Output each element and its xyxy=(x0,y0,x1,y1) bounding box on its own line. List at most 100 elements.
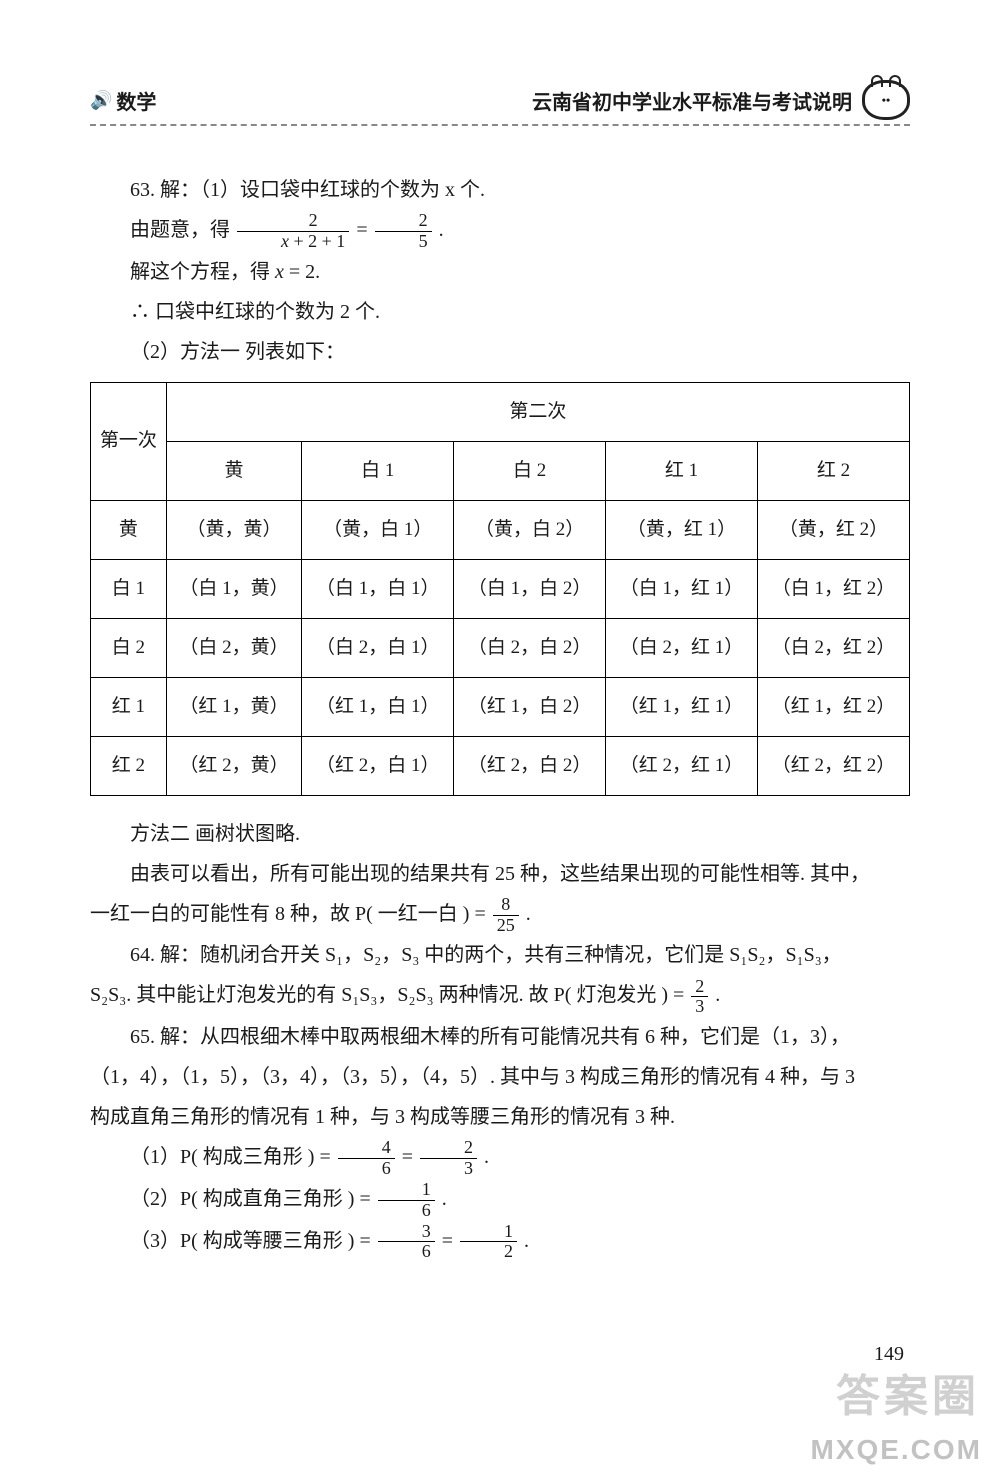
cell: （红 1，红 2） xyxy=(758,677,910,736)
fraction: 8 25 xyxy=(493,895,519,936)
cell: （黄，红 1） xyxy=(606,500,758,559)
fraction: 4 6 xyxy=(338,1138,395,1179)
cell: （白 2，白 1） xyxy=(302,618,454,677)
period: . xyxy=(439,219,444,241)
q65-line3: 构成直角三角形的情况有 1 种，与 3 构成等腰三角形的情况有 3 种. xyxy=(90,1097,910,1137)
numerator: 2 xyxy=(420,1138,477,1159)
numerator: 2 xyxy=(375,211,432,232)
q65-p3: （3）P( 构成等腰三角形 ) = 3 6 = 1 2 . xyxy=(90,1221,910,1263)
col-h: 黄 xyxy=(166,441,302,500)
row-h: 红 2 xyxy=(91,736,167,795)
denominator: 2 xyxy=(460,1242,517,1262)
q63-line5: （2）方法一 列表如下： xyxy=(90,332,910,372)
period: . xyxy=(715,984,720,1006)
q63-line1: 63. 解：（1）设口袋中红球的个数为 x 个. xyxy=(90,170,910,210)
q64-line2-prefix: S₂S₃. 其中能让灯泡发光的有 S₁S₃，S₂S₃ 两种情况. 故 P( 灯泡… xyxy=(90,984,689,1006)
cell: （黄，白 2） xyxy=(454,500,606,559)
fraction: 2 3 xyxy=(691,977,708,1018)
watermark-text: 答案圈 xyxy=(836,1360,980,1424)
content: 63. 解：（1）设口袋中红球的个数为 x 个. 由题意，得 2 x + 2 +… xyxy=(90,170,910,1262)
speaker-icon: 🔊 xyxy=(90,90,112,111)
row-h: 白 2 xyxy=(91,618,167,677)
cell: （红 2，红 2） xyxy=(758,736,910,795)
q65-line1: 65. 解：从四根细木棒中取两根细木棒的所有可能情况共有 6 种，它们是（1，3… xyxy=(90,1017,910,1057)
q63-eq-prefix: 由题意，得 xyxy=(130,219,230,241)
after-p2-prefix: 一红一白的可能性有 8 种，故 P( 一红一白 ) = xyxy=(90,903,491,925)
equals: = xyxy=(402,1146,418,1168)
q65-line2: （1，4），（1，5），（3，4），（3，5），（4，5）. 其中与 3 构成三… xyxy=(90,1057,910,1097)
denominator: 6 xyxy=(378,1242,435,1262)
table-row: 红 2 （红 2，黄） （红 2，白 1） （红 2，白 2） （红 2，红 1… xyxy=(91,736,910,795)
denominator: 3 xyxy=(691,997,708,1017)
page: 🔊 数学 云南省初中学业水平标准与考试说明 •• 63. 解：（1）设口袋中红球… xyxy=(0,0,1000,1484)
cell: （红 2，白 2） xyxy=(454,736,606,795)
q64-line2: S₂S₃. 其中能让灯泡发光的有 S₁S₃，S₂S₃ 两种情况. 故 P( 灯泡… xyxy=(90,975,910,1017)
period: . xyxy=(526,903,531,925)
denominator: 5 xyxy=(375,232,432,252)
numerator: 3 xyxy=(378,1222,435,1243)
denominator: 3 xyxy=(420,1159,477,1179)
col-h: 红 2 xyxy=(758,441,910,500)
q63-line3: 解这个方程，得 x = 2. xyxy=(90,252,910,292)
table-row: 红 1 （红 1，黄） （红 1，白 1） （红 1，白 2） （红 1，红 1… xyxy=(91,677,910,736)
denominator: 25 xyxy=(493,916,519,936)
after-p1: 由表可以看出，所有可能出现的结果共有 25 种，这些结果出现的可能性相等. 其中… xyxy=(90,854,910,894)
cell: （红 1，白 2） xyxy=(454,677,606,736)
mascot-icon: •• xyxy=(862,80,910,120)
page-header: 🔊 数学 云南省初中学业水平标准与考试说明 •• xyxy=(90,80,910,126)
fraction: 2 5 xyxy=(375,211,432,252)
q63-line4: ∴ 口袋中红球的个数为 2 个. xyxy=(90,292,910,332)
after-p2: 一红一白的可能性有 8 种，故 P( 一红一白 ) = 8 25 . xyxy=(90,894,910,936)
table-row: 白 2 （白 2，黄） （白 2，白 1） （白 2，白 2） （白 2，红 1… xyxy=(91,618,910,677)
header-title: 云南省初中学业水平标准与考试说明 xyxy=(532,86,852,115)
q65-p2: （2）P( 构成直角三角形 ) = 1 6 . xyxy=(90,1179,910,1221)
col-h: 白 2 xyxy=(454,441,606,500)
cell: （白 1，白 1） xyxy=(302,559,454,618)
row-h: 黄 xyxy=(91,500,167,559)
table-corner: 第一次 xyxy=(91,382,167,500)
numerator: 2 xyxy=(237,211,349,232)
numerator: 1 xyxy=(378,1180,435,1201)
denominator: 6 xyxy=(378,1201,435,1221)
fraction: 1 2 xyxy=(460,1222,517,1263)
cell: （白 2，红 1） xyxy=(606,618,758,677)
fraction: 2 3 xyxy=(420,1138,477,1179)
fraction: 2 x + 2 + 1 xyxy=(237,211,349,252)
table-row: 白 1 （白 1，黄） （白 1，白 1） （白 1，白 2） （白 1，红 1… xyxy=(91,559,910,618)
numerator: 8 xyxy=(493,895,519,916)
numerator: 4 xyxy=(338,1138,395,1159)
table-col-group: 第二次 xyxy=(166,382,909,441)
cell: （红 2，红 1） xyxy=(606,736,758,795)
cell: （黄，白 1） xyxy=(302,500,454,559)
cell: （红 2，黄） xyxy=(166,736,302,795)
numerator: 2 xyxy=(691,977,708,998)
cell: （白 2，红 2） xyxy=(758,618,910,677)
outcome-table: 第一次 第二次 黄 白 1 白 2 红 1 红 2 黄 （黄，黄） （黄，白 1… xyxy=(90,382,910,796)
table-row: 黄 （黄，黄） （黄，白 1） （黄，白 2） （黄，红 1） （黄，红 2） xyxy=(91,500,910,559)
equals: = xyxy=(442,1230,458,1252)
header-right: 云南省初中学业水平标准与考试说明 •• xyxy=(532,80,910,120)
cell: （红 2，白 1） xyxy=(302,736,454,795)
method2: 方法二 画树状图略. xyxy=(90,814,910,854)
subject-label: 数学 xyxy=(116,86,156,115)
q65-p3-prefix: （3）P( 构成等腰三角形 ) = xyxy=(130,1230,376,1252)
q63-equation: 由题意，得 2 x + 2 + 1 = 2 5 . xyxy=(90,210,910,252)
q65-p1-prefix: （1）P( 构成三角形 ) = xyxy=(130,1146,336,1168)
cell: （白 1，红 1） xyxy=(606,559,758,618)
cell: （红 1，红 1） xyxy=(606,677,758,736)
q64-line1: 64. 解：随机闭合开关 S₁，S₂，S₃ 中的两个，共有三种情况，它们是 S₁… xyxy=(90,935,910,975)
cell: （黄，黄） xyxy=(166,500,302,559)
cell: （白 2，黄） xyxy=(166,618,302,677)
cell: （白 1，黄） xyxy=(166,559,302,618)
fraction: 1 6 xyxy=(378,1180,435,1221)
numerator: 1 xyxy=(460,1222,517,1243)
table-header-row: 黄 白 1 白 2 红 1 红 2 xyxy=(91,441,910,500)
cell: （红 1，白 1） xyxy=(302,677,454,736)
q65-p2-prefix: （2）P( 构成直角三角形 ) = xyxy=(130,1188,376,1210)
denominator: x + 2 + 1 xyxy=(237,232,349,252)
col-h: 白 1 xyxy=(302,441,454,500)
cell: （白 1，白 2） xyxy=(454,559,606,618)
cell: （红 1，黄） xyxy=(166,677,302,736)
row-h: 白 1 xyxy=(91,559,167,618)
row-h: 红 1 xyxy=(91,677,167,736)
